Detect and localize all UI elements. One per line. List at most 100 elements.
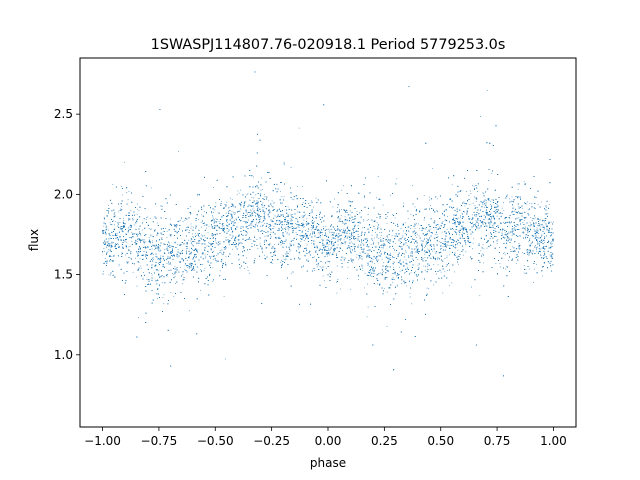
data-point	[491, 215, 493, 217]
data-point	[358, 258, 360, 260]
data-point	[208, 242, 210, 244]
data-point	[343, 228, 345, 230]
data-point	[117, 242, 119, 244]
data-point	[301, 186, 303, 188]
data-point	[392, 276, 394, 278]
data-point	[128, 246, 130, 248]
data-point	[395, 225, 396, 227]
data-point	[350, 246, 352, 248]
data-point	[508, 260, 510, 262]
data-point	[107, 244, 108, 246]
data-point	[151, 274, 153, 276]
data-point	[404, 256, 406, 258]
data-point	[436, 273, 437, 275]
data-point	[414, 233, 416, 235]
data-point	[533, 236, 535, 238]
data-point	[326, 229, 328, 231]
data-point	[403, 253, 405, 255]
data-point	[417, 249, 419, 251]
data-point	[377, 226, 379, 228]
data-point	[540, 201, 542, 203]
data-point	[333, 243, 335, 245]
data-point	[382, 271, 384, 273]
data-point	[430, 205, 431, 206]
data-point	[330, 241, 332, 243]
data-point	[264, 195, 266, 197]
data-point	[287, 228, 289, 230]
data-point	[238, 259, 240, 261]
data-point	[401, 245, 403, 247]
data-point	[549, 261, 551, 263]
data-point	[383, 251, 385, 253]
data-point	[404, 233, 406, 235]
data-point	[141, 229, 143, 231]
data-point	[310, 221, 312, 223]
data-point	[437, 211, 439, 213]
data-point	[397, 273, 399, 275]
data-point	[265, 224, 267, 226]
data-point	[419, 211, 421, 213]
data-point	[369, 249, 371, 251]
data-point	[399, 262, 401, 264]
data-point	[549, 231, 551, 233]
data-point	[302, 226, 304, 228]
data-point	[442, 246, 444, 248]
data-point	[439, 226, 441, 228]
data-point	[103, 225, 105, 227]
data-point	[530, 229, 532, 231]
data-point	[223, 225, 225, 227]
data-point	[225, 212, 227, 214]
data-point	[429, 228, 431, 230]
data-point	[367, 264, 369, 266]
data-point	[350, 248, 352, 250]
data-point	[322, 249, 324, 251]
data-point	[442, 220, 444, 222]
data-point	[392, 248, 394, 249]
data-point	[452, 229, 454, 231]
data-point	[544, 213, 546, 215]
data-point	[537, 246, 539, 248]
data-point	[548, 203, 550, 205]
data-point	[119, 228, 121, 230]
data-point	[453, 217, 454, 219]
data-point	[204, 267, 206, 269]
data-point	[537, 225, 539, 227]
data-point	[223, 227, 225, 229]
data-point	[368, 225, 370, 227]
data-point	[310, 226, 312, 228]
data-point	[359, 221, 361, 223]
data-point	[452, 244, 454, 246]
data-point	[386, 291, 388, 293]
data-point	[322, 275, 324, 277]
data-point	[358, 244, 359, 246]
data-point	[276, 210, 278, 212]
data-point	[364, 272, 366, 274]
data-point	[529, 222, 531, 224]
data-point	[221, 252, 223, 254]
data-point	[306, 237, 308, 239]
data-point	[415, 235, 416, 237]
data-point	[239, 210, 241, 212]
data-point	[322, 234, 324, 236]
data-point	[502, 253, 504, 255]
data-point	[234, 214, 236, 216]
data-point	[303, 219, 305, 221]
data-point	[227, 221, 229, 223]
data-point	[111, 224, 113, 226]
data-point	[128, 228, 130, 230]
data-point	[323, 225, 325, 227]
data-point	[184, 219, 186, 221]
data-point	[113, 276, 115, 278]
data-point	[231, 232, 233, 234]
data-point	[342, 185, 344, 187]
data-point	[169, 234, 171, 236]
data-point	[116, 225, 118, 227]
data-point	[394, 242, 396, 244]
data-point	[156, 222, 158, 224]
data-point	[192, 233, 193, 235]
data-point	[251, 196, 253, 198]
data-point	[377, 243, 379, 245]
data-point	[390, 252, 391, 254]
data-point	[428, 288, 430, 290]
data-point	[478, 222, 480, 224]
